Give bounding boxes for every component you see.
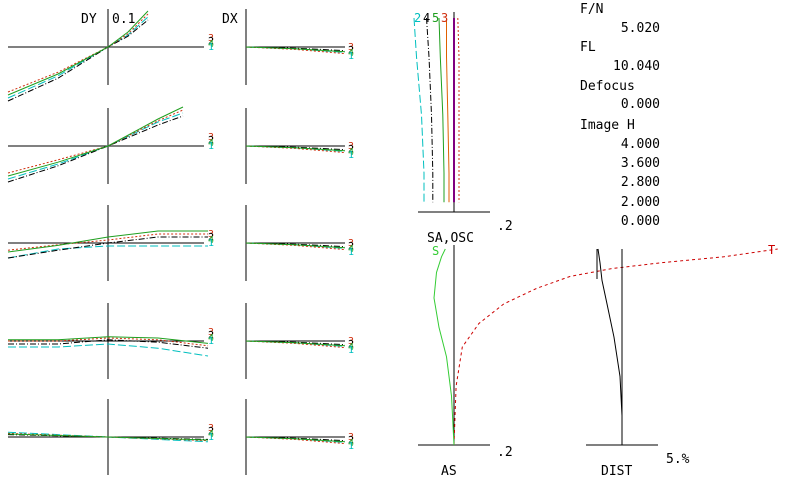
dx-series-label-4: 4 [348,438,354,449]
dy-series-label-1: 1 [208,238,214,249]
sa-osc-label: SA,OSC [427,231,474,246]
dy-fan-line-4 [7,106,184,177]
dy-fan-line-4 [7,10,149,96]
dx-series-label-3: 3 [348,432,354,443]
dx-series-label-3: 3 [348,336,354,347]
dy-fan-line-1 [8,343,209,357]
sa-legend-4: 4 [423,11,430,25]
dy-fan-line-3 [8,337,209,347]
dx-fan-line-4 [245,145,346,152]
image-height-value-3: 2.800 [620,175,660,190]
dy-fan-line-4 [8,336,209,344]
fl-value: 10.040 [613,59,660,74]
as-scale-label: .2 [497,445,513,460]
dx-series-label-4: 4 [348,48,354,59]
dx-series-label-3: 3 [348,42,354,53]
dy-fan-line-2 [7,115,184,183]
dy-series-label-3: 3 [208,132,214,143]
dy-series-label-3: 3 [208,33,214,44]
sa-legend-3: 3 [441,11,448,25]
dy-series-label-1: 1 [208,336,214,347]
dy-fan-line-4 [7,230,208,253]
dx-series-label-4: 4 [348,147,354,158]
dx-series-label-4: 4 [348,342,354,353]
dist-scale-label: 5.% [666,452,690,467]
dy-series-label-2: 2 [208,36,214,47]
dx-series-label-2: 2 [348,241,354,252]
dx-series-label-4: 4 [348,244,354,255]
dy-fan-line-1 [7,245,208,259]
sa-legend-5: 5 [432,11,439,25]
dx-series-label-2: 2 [348,45,354,56]
dy-fan-line-2 [8,339,209,349]
dist-axis-label: DIST [601,464,633,479]
dy-fan-line-2 [7,236,208,259]
dy-scale-label: 0.1 [112,12,136,27]
dx-fan-line-4 [245,46,346,53]
dy-series-label-1: 1 [208,432,214,443]
dx-series-label-3: 3 [348,141,354,152]
sa-curve-black [426,17,434,203]
dx-series-label-3: 3 [348,238,354,249]
sa-scale-label: .2 [497,219,513,234]
as-tangential-curve [453,248,778,446]
sa-curve-green [438,17,445,203]
as-axis-label: AS [441,464,457,479]
dy-series-label-2: 2 [208,135,214,146]
dx-series-label-1: 1 [348,345,354,356]
dx-series-label-1: 1 [348,150,354,161]
sa-curve-cyan [413,17,425,203]
dy-series-label-3: 3 [208,229,214,240]
sa-legend-2: 2 [414,11,421,25]
dy-series-label-4: 4 [208,39,214,50]
dy-series-label-4: 4 [208,333,214,344]
dx-axis-label: DX [222,12,238,27]
defocus-label: Defocus [580,79,635,94]
image-height-value-4: 2.000 [620,195,660,210]
dx-series-label-1: 1 [348,51,354,62]
dx-fan-line-4 [245,242,346,249]
tangential-tag: T [768,243,775,257]
dy-axis-label: DY [81,12,97,27]
dx-series-label-2: 2 [348,144,354,155]
fl-label: FL [580,40,596,55]
dy-fan-line-4 [7,433,209,441]
dy-series-label-2: 2 [208,232,214,243]
dy-series-label-2: 2 [208,330,214,341]
dx-fan-line-4 [245,340,346,347]
dy-fan-line-3 [7,233,208,251]
sa-curve-orange [446,18,450,203]
dx-fan-line-4 [245,436,346,443]
dx-series-label-2: 2 [348,435,354,446]
dy-series-label-3: 3 [208,423,214,434]
dy-series-label-4: 4 [208,235,214,246]
dy-series-label-2: 2 [208,426,214,437]
dy-series-label-1: 1 [208,42,214,53]
image-height-label: Image H [580,118,635,133]
distortion-curve [597,248,623,445]
image-height-value-1: 4.000 [620,137,660,152]
as-sagittal-curve [433,248,455,446]
dy-series-label-4: 4 [208,138,214,149]
fn-label: F/N [580,2,604,17]
dy-series-label-3: 3 [208,327,214,338]
image-height-value-2: 3.600 [620,156,660,171]
sagittal-tag: S [432,244,439,258]
image-height-value-5: 0.000 [620,214,660,229]
dx-series-label-2: 2 [348,339,354,350]
sa-curve-red [457,17,460,203]
dy-fan-line-3 [7,109,184,174]
dx-series-label-1: 1 [348,247,354,258]
dx-series-label-1: 1 [348,441,354,452]
defocus-value: 0.000 [620,97,660,112]
fn-value: 5.020 [620,21,660,36]
dy-series-label-1: 1 [208,141,214,152]
dy-series-label-4: 4 [208,429,214,440]
